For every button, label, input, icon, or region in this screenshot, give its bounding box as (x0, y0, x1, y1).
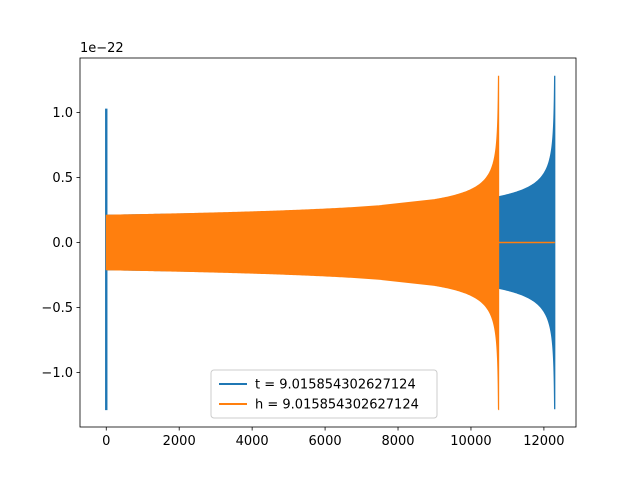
y-tick-label: 0.5 (52, 171, 73, 186)
x-tick-label: 2000 (163, 434, 196, 449)
x-tick-label: 12000 (523, 434, 564, 449)
plot-area (105, 75, 556, 411)
x-tick-label: 6000 (309, 434, 342, 449)
x-tick-label: 8000 (381, 434, 414, 449)
legend-label: t = 9.015854302627124 (255, 378, 416, 393)
y-tick-label: −0.5 (41, 301, 73, 316)
legend-box (210, 369, 438, 419)
y-tick-label: −1.0 (41, 366, 73, 381)
x-axis: 0 2000 4000 6000 8000 10000 12000 (102, 427, 565, 449)
y-axis: −1.0 −0.5 0.0 0.5 1.0 (41, 106, 80, 381)
legend: t = 9.015854302627124 h = 9.0158543026271… (210, 369, 438, 419)
y-tick-label: 1.0 (52, 106, 73, 121)
x-tick-label: 4000 (236, 434, 269, 449)
y-tick-label: 0.0 (52, 236, 73, 251)
x-tick-label: 0 (102, 434, 110, 449)
y-offset-label: 1e−22 (80, 41, 124, 56)
series-2 (105, 75, 555, 411)
legend-label: h = 9.015854302627124 (255, 398, 419, 413)
series-2-band (105, 75, 500, 411)
x-tick-label: 10000 (450, 434, 491, 449)
